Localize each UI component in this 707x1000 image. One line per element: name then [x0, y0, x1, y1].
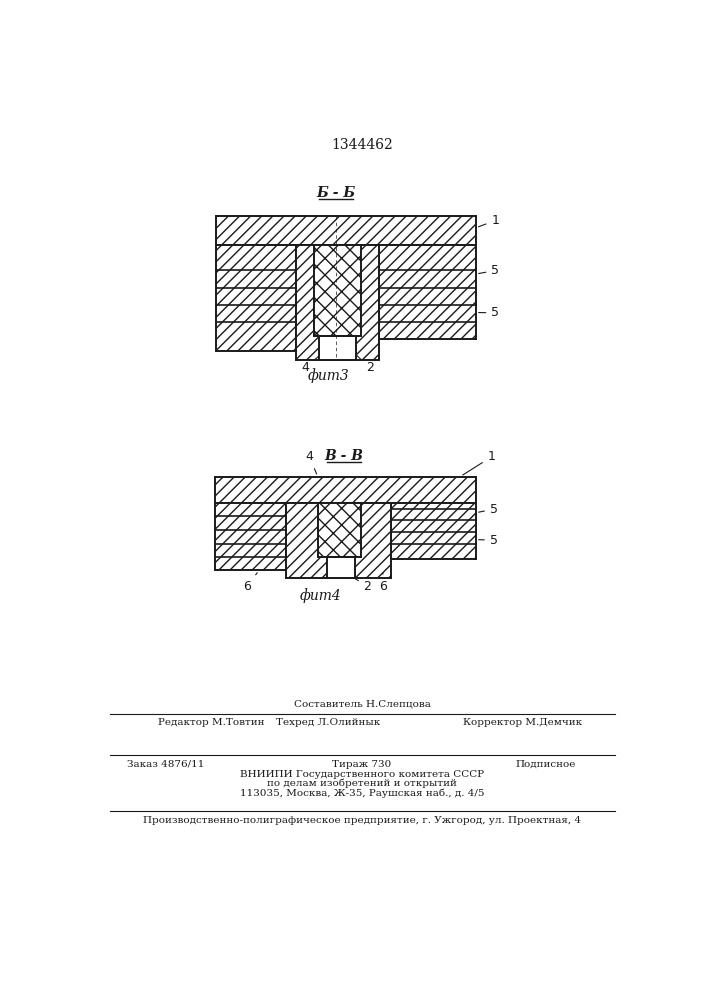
- Bar: [320, 336, 356, 360]
- Bar: [317, 503, 361, 557]
- Text: Техред Л.Олийнык: Техред Л.Олийнык: [276, 718, 381, 727]
- Text: 1: 1: [479, 214, 499, 227]
- Bar: [215, 477, 476, 503]
- Text: ВНИИПИ Государственного комитета СССР: ВНИИПИ Государственного комитета СССР: [240, 770, 484, 779]
- Text: Составитель Н.Слепцова: Составитель Н.Слепцова: [293, 699, 431, 708]
- Bar: [215, 503, 286, 570]
- Text: Б - Б: Б - Б: [316, 186, 355, 200]
- Text: Редактор М.Товтин: Редактор М.Товтин: [158, 718, 264, 727]
- Text: 5: 5: [479, 534, 498, 546]
- Text: Подписное: Подписное: [515, 760, 575, 769]
- Text: Заказ 4876/11: Заказ 4876/11: [127, 760, 204, 769]
- Text: 5: 5: [479, 503, 498, 516]
- Text: 5: 5: [479, 306, 499, 319]
- Bar: [296, 245, 379, 360]
- Bar: [314, 245, 361, 336]
- Bar: [216, 216, 476, 245]
- Text: фит3: фит3: [308, 368, 349, 383]
- Bar: [379, 245, 476, 339]
- Text: 1344462: 1344462: [331, 138, 393, 152]
- Text: 6: 6: [379, 573, 387, 593]
- Text: В - В: В - В: [325, 449, 363, 463]
- Text: 2: 2: [354, 353, 374, 374]
- Text: 5: 5: [479, 264, 499, 277]
- Text: 113035, Москва, Ж-35, Раушская наб., д. 4/5: 113035, Москва, Ж-35, Раушская наб., д. …: [240, 788, 484, 798]
- Text: Корректор М.Демчик: Корректор М.Демчик: [463, 718, 582, 727]
- Text: по делам изобретений и открытий: по делам изобретений и открытий: [267, 779, 457, 788]
- Text: фит4: фит4: [300, 588, 341, 603]
- Bar: [286, 503, 391, 578]
- Text: 6: 6: [243, 573, 257, 593]
- Text: Производственно-полиграфическое предприятие, г. Ужгород, ул. Проектная, 4: Производственно-полиграфическое предприя…: [143, 816, 581, 825]
- Text: Тираж 730: Тираж 730: [332, 760, 392, 769]
- Bar: [327, 557, 355, 578]
- Text: 4: 4: [305, 450, 317, 474]
- Text: 2: 2: [351, 576, 371, 593]
- Text: 1: 1: [462, 450, 496, 475]
- Text: 4: 4: [301, 353, 322, 374]
- Bar: [216, 245, 296, 351]
- Bar: [391, 503, 476, 559]
